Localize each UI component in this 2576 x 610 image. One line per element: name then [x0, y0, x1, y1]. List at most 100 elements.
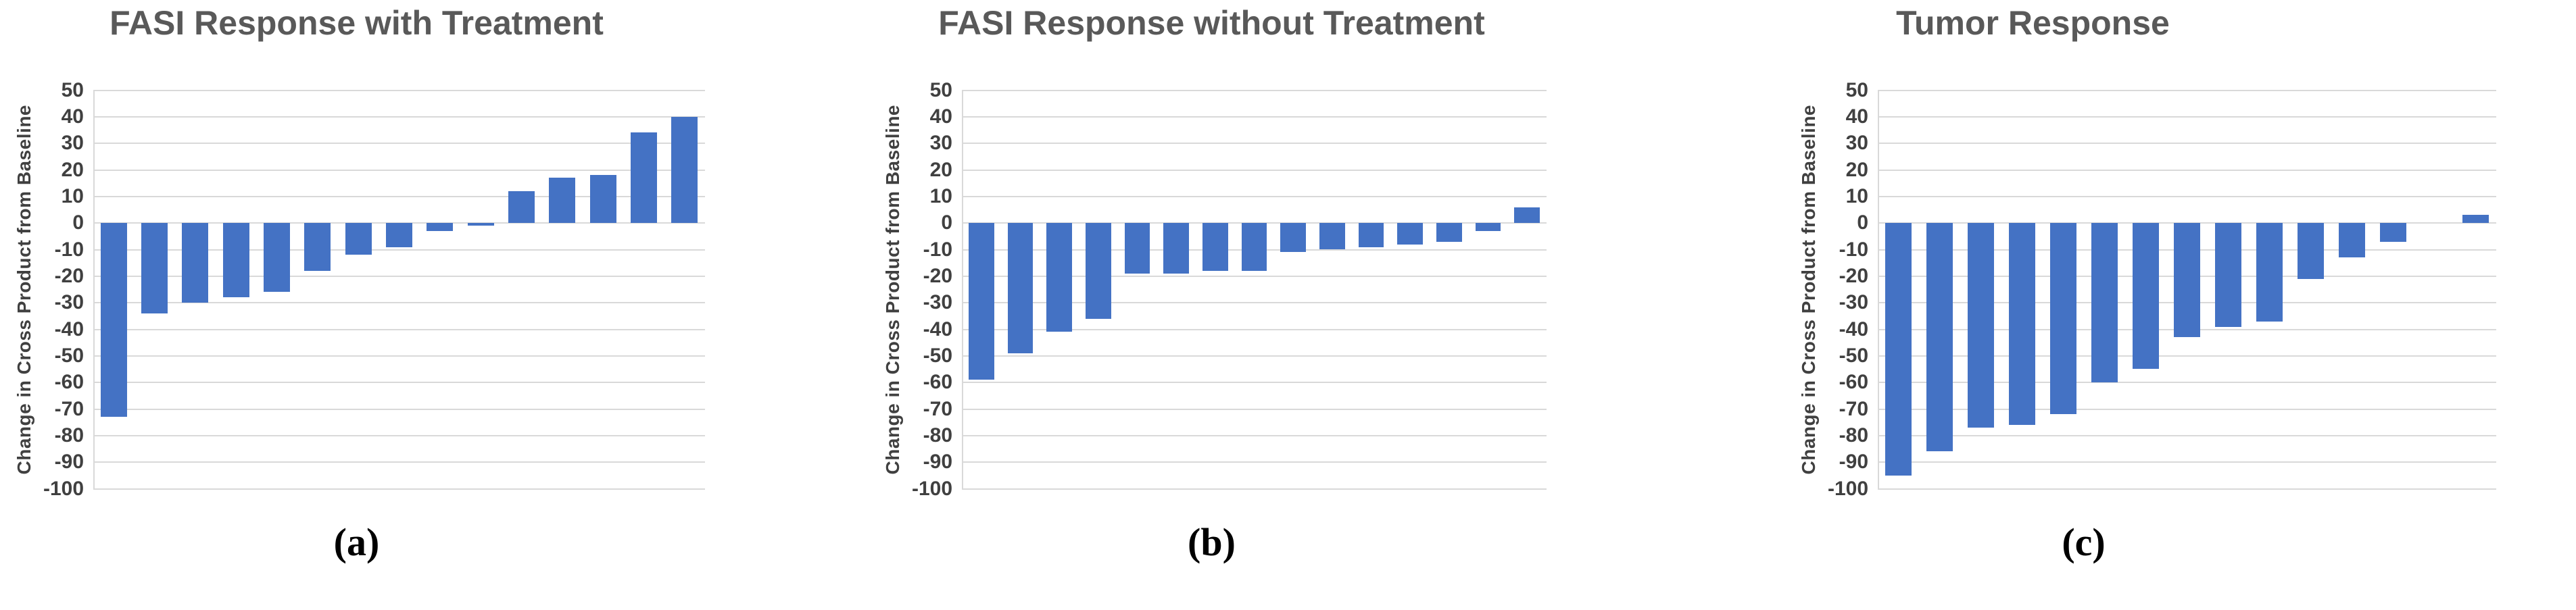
- y-tick-label: 10: [929, 184, 952, 207]
- gridline: [93, 249, 705, 251]
- y-tick-label: 30: [61, 132, 84, 155]
- bar: [589, 175, 616, 224]
- panel-caption: (b): [1188, 519, 1236, 564]
- y-axis-tick-labels: 50 40 30 20 10 0 -10 -20 -30 -40 -50 -60 -70 -80 -90 -1…: [41, 80, 93, 499]
- gridline: [1878, 434, 2496, 436]
- chart-body: Change in Cross Product from Baseline 50…: [877, 80, 1660, 499]
- gridline: [1878, 89, 2496, 91]
- y-tick-label: -60: [54, 371, 84, 394]
- chart-title: Tumor Response: [1896, 4, 2170, 42]
- y-tick-label: 50: [929, 78, 952, 101]
- y-tick-label: -40: [54, 317, 84, 340]
- gridline: [962, 488, 1547, 490]
- y-tick-label: -50: [1839, 344, 1868, 367]
- plot-area: [1878, 89, 2496, 490]
- y-axis-line: [962, 90, 963, 489]
- gridline: [1878, 116, 2496, 118]
- bar: [1202, 223, 1228, 271]
- bar: [1163, 223, 1189, 274]
- bar: [2132, 223, 2160, 370]
- bar: [1926, 223, 1953, 452]
- gridline: [962, 328, 1547, 330]
- y-tick-label: -30: [923, 291, 952, 314]
- bar: [182, 223, 209, 303]
- gridline: [93, 275, 705, 277]
- chart-title: FASI Response with Treatment: [110, 4, 604, 42]
- bar: [1007, 223, 1034, 353]
- y-tick-label: -50: [54, 344, 84, 367]
- bar: [630, 132, 658, 224]
- bar: [467, 223, 494, 226]
- gridline: [1878, 408, 2496, 410]
- y-tick-label: 20: [61, 158, 84, 181]
- gridline: [93, 355, 705, 357]
- bar: [1241, 223, 1267, 271]
- y-tick-label: 0: [1857, 211, 1868, 234]
- y-tick-label: -100: [43, 477, 84, 500]
- y-tick-label: -40: [1839, 317, 1868, 340]
- y-axis-title-column: Change in Cross Product from Baseline: [1793, 91, 1825, 489]
- bar: [671, 116, 698, 224]
- chart-panel-a: FASI Response with Treatment Change in C…: [0, 0, 792, 610]
- y-tick-label: 40: [929, 105, 952, 128]
- gridline: [93, 143, 705, 145]
- y-tick-label: -90: [54, 451, 84, 474]
- chart-body: Change in Cross Product from Baseline 50…: [1793, 80, 2576, 499]
- bar: [2462, 215, 2489, 224]
- bar: [2338, 223, 2366, 258]
- bar: [1436, 223, 1462, 242]
- y-tick-label: 50: [61, 78, 84, 101]
- bar: [1967, 223, 1995, 428]
- chart-panel-c: Tumor Response Change in Cross Product f…: [1660, 0, 2576, 610]
- y-tick-label: 50: [1845, 78, 1868, 101]
- gridline: [962, 275, 1547, 277]
- bar: [2049, 223, 2077, 415]
- bar: [141, 223, 168, 313]
- gridline: [1878, 461, 2496, 463]
- gridline: [1878, 382, 2496, 384]
- y-tick-label: -80: [54, 424, 84, 447]
- panel-caption: (a): [333, 519, 380, 564]
- y-tick-label: 10: [1845, 184, 1868, 207]
- y-tick-label: 10: [61, 184, 84, 207]
- y-axis-title: Change in Cross Product from Baseline: [14, 104, 34, 475]
- bar: [385, 223, 413, 247]
- y-tick-label: -40: [923, 317, 952, 340]
- gridline: [93, 488, 705, 490]
- bar: [1885, 223, 1912, 476]
- chart-title: FASI Response without Treatment: [938, 4, 1485, 42]
- gridline: [962, 355, 1547, 357]
- y-tick-label: -80: [923, 424, 952, 447]
- bar: [304, 223, 331, 271]
- gridline: [93, 328, 705, 330]
- bar: [2091, 223, 2118, 383]
- bar: [1086, 223, 1111, 319]
- gridline: [1878, 143, 2496, 145]
- y-tick-label: -70: [1839, 397, 1868, 420]
- bar: [508, 190, 535, 224]
- y-axis-title-column: Change in Cross Product from Baseline: [877, 91, 909, 489]
- y-tick-label: 30: [1845, 132, 1868, 155]
- y-tick-label: -100: [1827, 477, 1868, 500]
- bar: [1319, 223, 1345, 250]
- gridline: [1878, 195, 2496, 197]
- y-tick-label: -30: [54, 291, 84, 314]
- gridline: [93, 89, 705, 91]
- chart-panel-b: FASI Response without Treatment Change i…: [792, 0, 1660, 610]
- bar: [1514, 207, 1540, 224]
- gridline: [93, 434, 705, 436]
- plot-area: [962, 89, 1547, 490]
- gridline: [93, 408, 705, 410]
- y-tick-label: -70: [923, 397, 952, 420]
- y-axis-line: [1878, 90, 1879, 489]
- bar: [969, 223, 994, 380]
- bar: [2214, 223, 2242, 327]
- y-axis-title: Change in Cross Product from Baseline: [882, 104, 903, 475]
- y-axis-line: [93, 90, 95, 489]
- gridline: [962, 302, 1547, 304]
- y-tick-label: -80: [1839, 424, 1868, 447]
- bar: [345, 223, 372, 255]
- y-tick-label: 0: [941, 211, 952, 234]
- gridline: [962, 116, 1547, 118]
- y-tick-label: 0: [72, 211, 84, 234]
